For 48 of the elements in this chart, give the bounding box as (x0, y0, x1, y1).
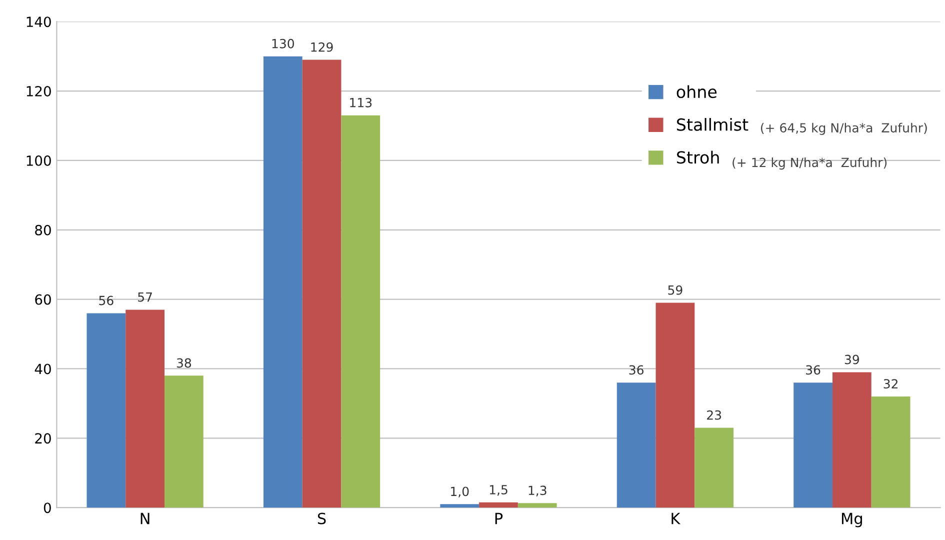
x-tick-label: P (495, 512, 503, 524)
data-label: 113 (350, 98, 372, 108)
data-label: 59 (668, 285, 682, 295)
x-tick-label: K (672, 512, 681, 524)
data-label: 23 (707, 410, 722, 420)
data-label: 36 (629, 365, 644, 375)
legend-label: Stroh (676, 150, 719, 164)
bar (518, 503, 557, 508)
data-label: 129 (311, 42, 333, 52)
data-label: 36 (806, 365, 820, 375)
bar (263, 56, 302, 508)
data-label: 32 (884, 379, 898, 389)
bar (164, 376, 204, 508)
bar (479, 502, 518, 508)
annotation: (+ 12 kg N/ha*a Zufuhr) (732, 157, 887, 170)
annotation: (+ 64,5 kg N/ha*a Zufuhr) (760, 122, 927, 135)
data-label: 1,5 (490, 485, 508, 496)
y-tick-label: 100 (26, 155, 51, 166)
bar (871, 396, 910, 508)
x-tick-label: S (318, 512, 326, 524)
data-label: 130 (272, 38, 294, 48)
bar (794, 382, 832, 508)
bar (302, 60, 342, 508)
data-label: 57 (138, 292, 152, 302)
y-tick-label: 120 (26, 86, 51, 97)
x-tick-label: Mg (842, 512, 862, 528)
y-tick-label: 80 (35, 224, 51, 236)
bar (694, 428, 734, 508)
data-label: 56 (99, 296, 114, 306)
y-tick-label: 40 (34, 364, 51, 374)
bar (341, 115, 380, 508)
data-label: 38 (176, 358, 192, 368)
bar (86, 313, 126, 508)
data-label: 39 (844, 354, 859, 364)
data-label: 1,0 (451, 486, 469, 498)
y-tick-label: 60 (35, 294, 51, 305)
x-tick-label: N (140, 512, 150, 524)
bar (616, 382, 656, 508)
bar (832, 372, 872, 508)
y-tick-label: 0 (44, 502, 51, 514)
legend-label: Stallmist (676, 118, 748, 131)
bar (656, 302, 695, 508)
bar (440, 504, 480, 508)
legend-label: ohne (676, 85, 717, 98)
bar (126, 310, 164, 508)
data-label: 1,3 (528, 486, 546, 496)
y-tick-label: 20 (35, 433, 51, 444)
y-tick-label: 140 (26, 16, 51, 28)
